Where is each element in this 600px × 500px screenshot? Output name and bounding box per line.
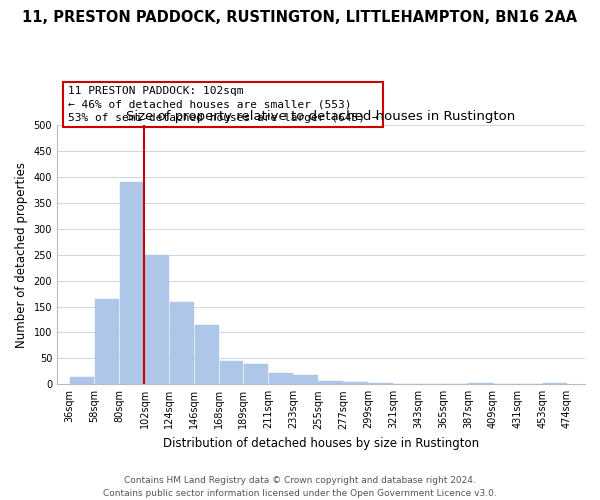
X-axis label: Distribution of detached houses by size in Rustington: Distribution of detached houses by size … <box>163 437 479 450</box>
Bar <box>319 380 343 384</box>
Y-axis label: Number of detached properties: Number of detached properties <box>15 162 28 348</box>
Bar <box>269 373 293 384</box>
Bar <box>195 324 219 384</box>
Bar <box>220 361 243 384</box>
Text: 11 PRESTON PADDOCK: 102sqm
← 46% of detached houses are smaller (553)
53% of sem: 11 PRESTON PADDOCK: 102sqm ← 46% of deta… <box>68 86 378 122</box>
Bar <box>343 382 368 384</box>
Title: Size of property relative to detached houses in Rustington: Size of property relative to detached ho… <box>127 110 515 122</box>
Bar <box>244 364 268 384</box>
Bar <box>170 302 194 384</box>
Text: 11, PRESTON PADDOCK, RUSTINGTON, LITTLEHAMPTON, BN16 2AA: 11, PRESTON PADDOCK, RUSTINGTON, LITTLEH… <box>22 10 578 25</box>
Bar <box>70 376 94 384</box>
Bar <box>293 376 318 384</box>
Text: Contains HM Land Registry data © Crown copyright and database right 2024.
Contai: Contains HM Land Registry data © Crown c… <box>103 476 497 498</box>
Bar <box>120 182 144 384</box>
Bar <box>95 299 119 384</box>
Bar <box>145 255 169 384</box>
